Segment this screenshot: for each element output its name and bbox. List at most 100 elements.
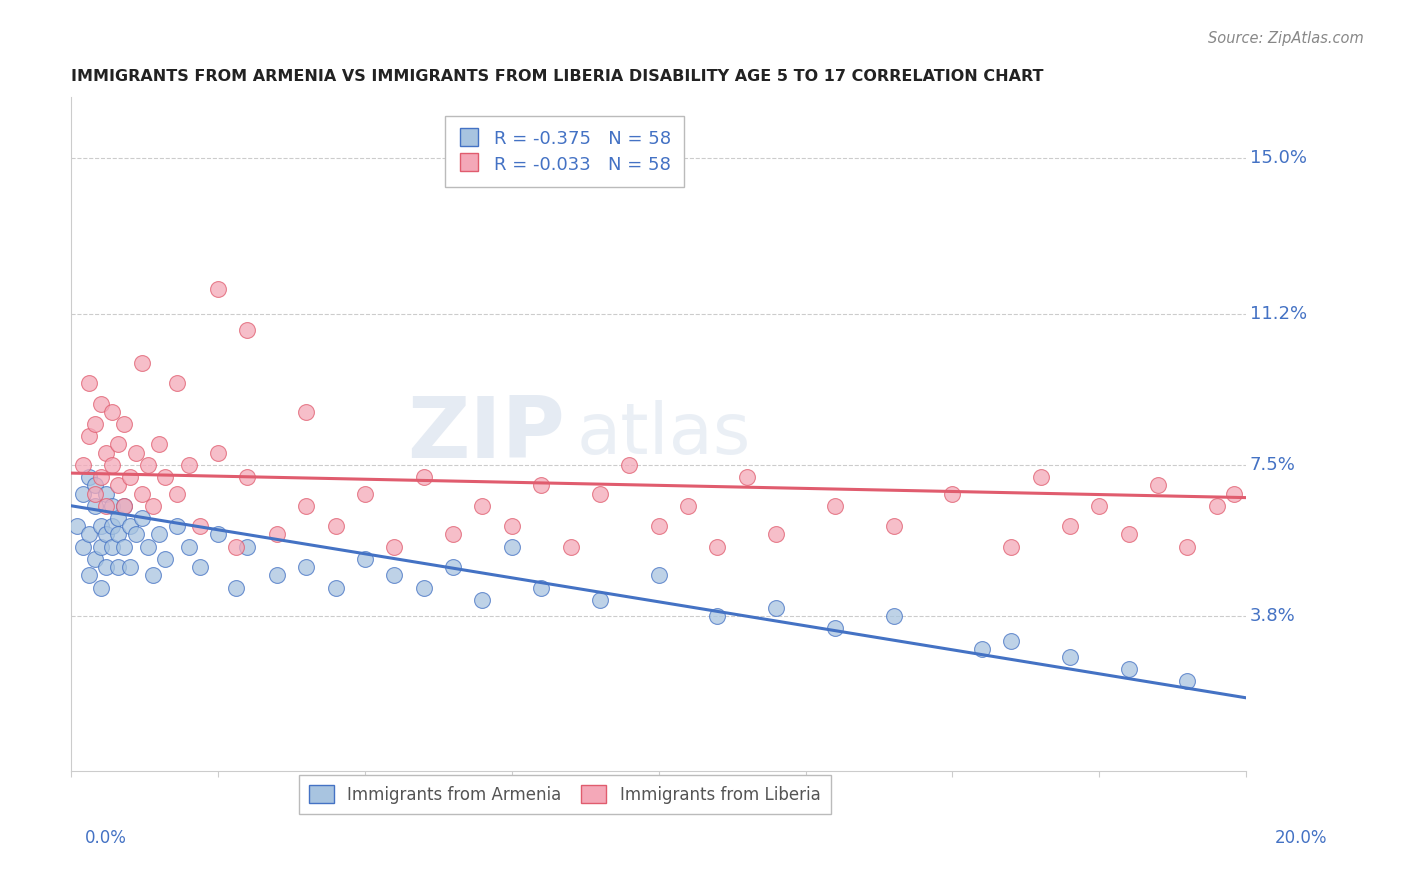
Point xyxy=(72,458,94,472)
Point xyxy=(190,519,212,533)
Point xyxy=(131,356,153,370)
Point xyxy=(101,519,124,533)
Point xyxy=(824,621,846,635)
Point xyxy=(1088,499,1111,513)
Point xyxy=(207,527,229,541)
Point xyxy=(96,560,118,574)
Point xyxy=(266,527,288,541)
Point xyxy=(1029,470,1052,484)
Point xyxy=(501,540,523,554)
Point xyxy=(96,499,118,513)
Point xyxy=(1000,540,1022,554)
Point xyxy=(107,527,129,541)
Text: Source: ZipAtlas.com: Source: ZipAtlas.com xyxy=(1208,31,1364,46)
Text: 0.0%: 0.0% xyxy=(84,829,127,847)
Point xyxy=(1177,674,1199,689)
Point xyxy=(118,470,141,484)
Point xyxy=(90,581,112,595)
Point xyxy=(177,540,200,554)
Point xyxy=(1059,650,1081,665)
Point xyxy=(107,560,129,574)
Point xyxy=(412,581,434,595)
Point xyxy=(765,601,787,615)
Point xyxy=(107,478,129,492)
Text: ZIP: ZIP xyxy=(406,392,565,475)
Point xyxy=(148,527,170,541)
Point xyxy=(72,486,94,500)
Point xyxy=(236,323,259,337)
Point xyxy=(471,499,494,513)
Point xyxy=(77,527,100,541)
Point xyxy=(90,519,112,533)
Point xyxy=(382,568,405,582)
Point xyxy=(225,581,247,595)
Point xyxy=(96,527,118,541)
Point xyxy=(1177,540,1199,554)
Point xyxy=(325,581,347,595)
Point xyxy=(101,458,124,472)
Point xyxy=(155,552,177,566)
Point xyxy=(412,470,434,484)
Point xyxy=(142,499,165,513)
Point xyxy=(107,511,129,525)
Point xyxy=(136,540,159,554)
Point xyxy=(118,560,141,574)
Point xyxy=(83,478,105,492)
Point xyxy=(125,527,148,541)
Point xyxy=(441,527,464,541)
Point xyxy=(83,486,105,500)
Point xyxy=(824,499,846,513)
Point xyxy=(941,486,963,500)
Point xyxy=(207,282,229,296)
Text: 15.0%: 15.0% xyxy=(1250,150,1306,168)
Point xyxy=(295,560,318,574)
Point xyxy=(765,527,787,541)
Legend: Immigrants from Armenia, Immigrants from Liberia: Immigrants from Armenia, Immigrants from… xyxy=(299,775,831,814)
Point xyxy=(101,499,124,513)
Point xyxy=(66,519,89,533)
Point xyxy=(96,486,118,500)
Point xyxy=(125,445,148,459)
Point xyxy=(207,445,229,459)
Point xyxy=(266,568,288,582)
Point xyxy=(77,429,100,443)
Point xyxy=(77,568,100,582)
Point xyxy=(77,470,100,484)
Point xyxy=(77,376,100,391)
Point xyxy=(560,540,582,554)
Point xyxy=(136,458,159,472)
Point xyxy=(72,540,94,554)
Point xyxy=(325,519,347,533)
Text: 20.0%: 20.0% xyxy=(1274,829,1327,847)
Point xyxy=(676,499,699,513)
Point xyxy=(1147,478,1170,492)
Point xyxy=(501,519,523,533)
Point xyxy=(96,445,118,459)
Point xyxy=(107,437,129,451)
Point xyxy=(225,540,247,554)
Point xyxy=(648,519,671,533)
Text: IMMIGRANTS FROM ARMENIA VS IMMIGRANTS FROM LIBERIA DISABILITY AGE 5 TO 17 CORREL: IMMIGRANTS FROM ARMENIA VS IMMIGRANTS FR… xyxy=(72,69,1043,84)
Point xyxy=(166,519,188,533)
Point xyxy=(1118,527,1140,541)
Point xyxy=(354,552,377,566)
Point xyxy=(101,540,124,554)
Point xyxy=(148,437,170,451)
Point xyxy=(530,478,553,492)
Point xyxy=(166,486,188,500)
Point xyxy=(101,405,124,419)
Point xyxy=(706,609,728,624)
Point xyxy=(530,581,553,595)
Point xyxy=(90,397,112,411)
Point xyxy=(112,540,135,554)
Point xyxy=(112,499,135,513)
Point xyxy=(177,458,200,472)
Text: atlas: atlas xyxy=(576,400,751,469)
Point xyxy=(236,540,259,554)
Text: 3.8%: 3.8% xyxy=(1250,607,1295,625)
Point xyxy=(1059,519,1081,533)
Point xyxy=(441,560,464,574)
Point xyxy=(131,511,153,525)
Point xyxy=(131,486,153,500)
Point xyxy=(166,376,188,391)
